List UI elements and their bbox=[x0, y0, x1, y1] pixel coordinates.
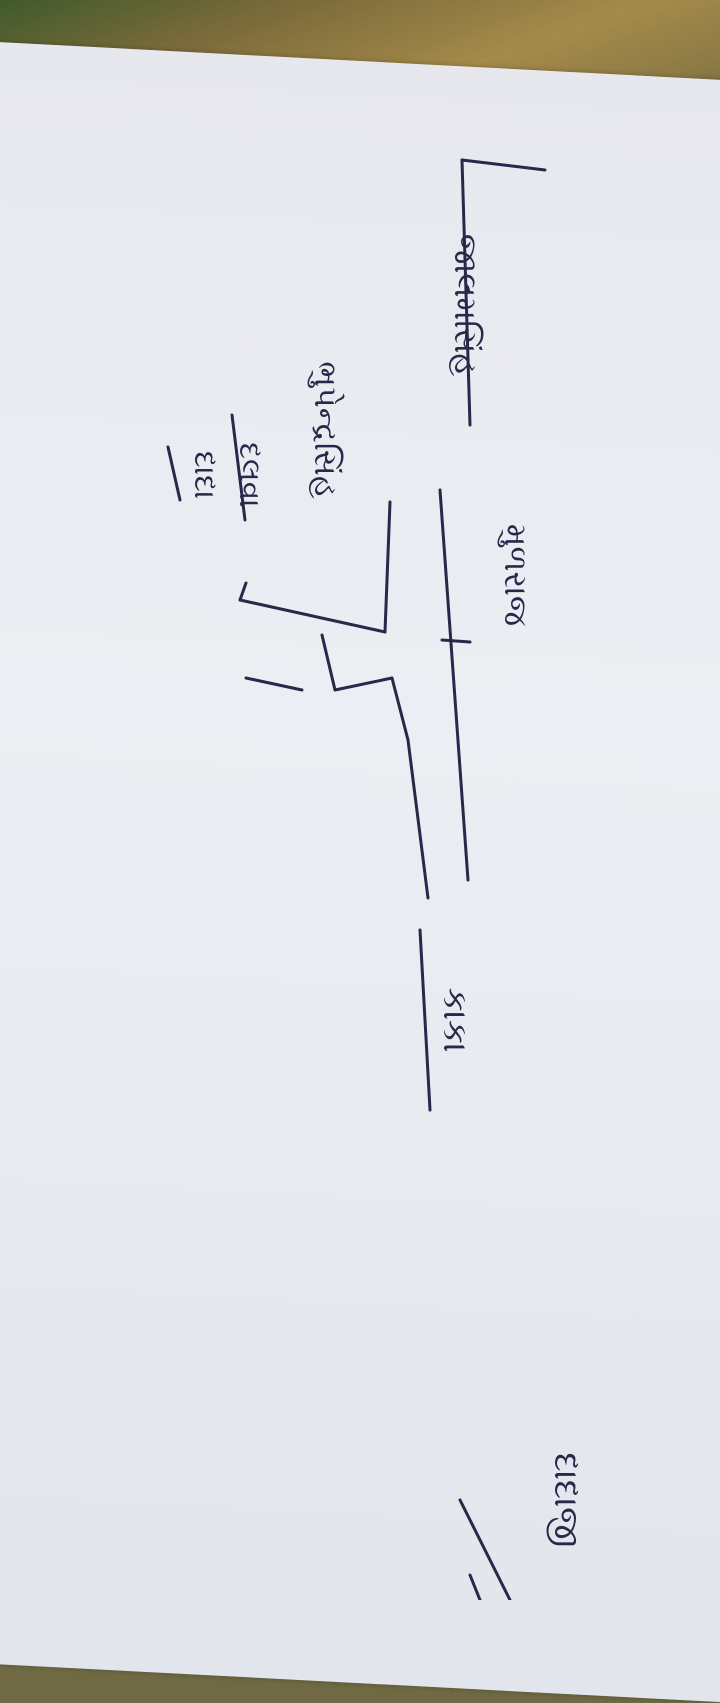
branch-line bbox=[383, 500, 392, 634]
branch-line bbox=[333, 676, 394, 692]
branch-line bbox=[458, 1498, 512, 1600]
branch-line bbox=[440, 638, 472, 644]
label-branch-c: ભુપેન્દ્રસિંહ bbox=[307, 361, 345, 498]
branch-line bbox=[230, 413, 247, 522]
branch-line bbox=[390, 676, 410, 742]
branch-line bbox=[320, 633, 337, 692]
label-bottom-left: દાદાજી bbox=[546, 1453, 586, 1548]
family-tree-drawing: કાકા દાદાજી મુળરાજ દાદા દલવા ભુપેન્દ્રસિ… bbox=[166, 158, 586, 1600]
label-root-left: કાકા bbox=[435, 988, 475, 1053]
branch-line bbox=[468, 1573, 482, 1600]
branch-line bbox=[406, 738, 430, 900]
label-main-branch: મુળરાજ bbox=[497, 524, 535, 627]
branch-line bbox=[166, 445, 182, 502]
branch-line bbox=[438, 488, 470, 882]
label-branch-b: દલવા bbox=[232, 442, 267, 508]
branch-line bbox=[418, 928, 432, 1112]
label-branch-a: દાદા bbox=[187, 451, 222, 499]
branch-line bbox=[244, 676, 304, 692]
branch-line bbox=[238, 581, 248, 602]
branch-line bbox=[238, 598, 387, 634]
branch-line bbox=[460, 158, 472, 427]
branch-line bbox=[460, 158, 547, 172]
label-branch-d: જાલમસિંહ bbox=[447, 234, 485, 376]
